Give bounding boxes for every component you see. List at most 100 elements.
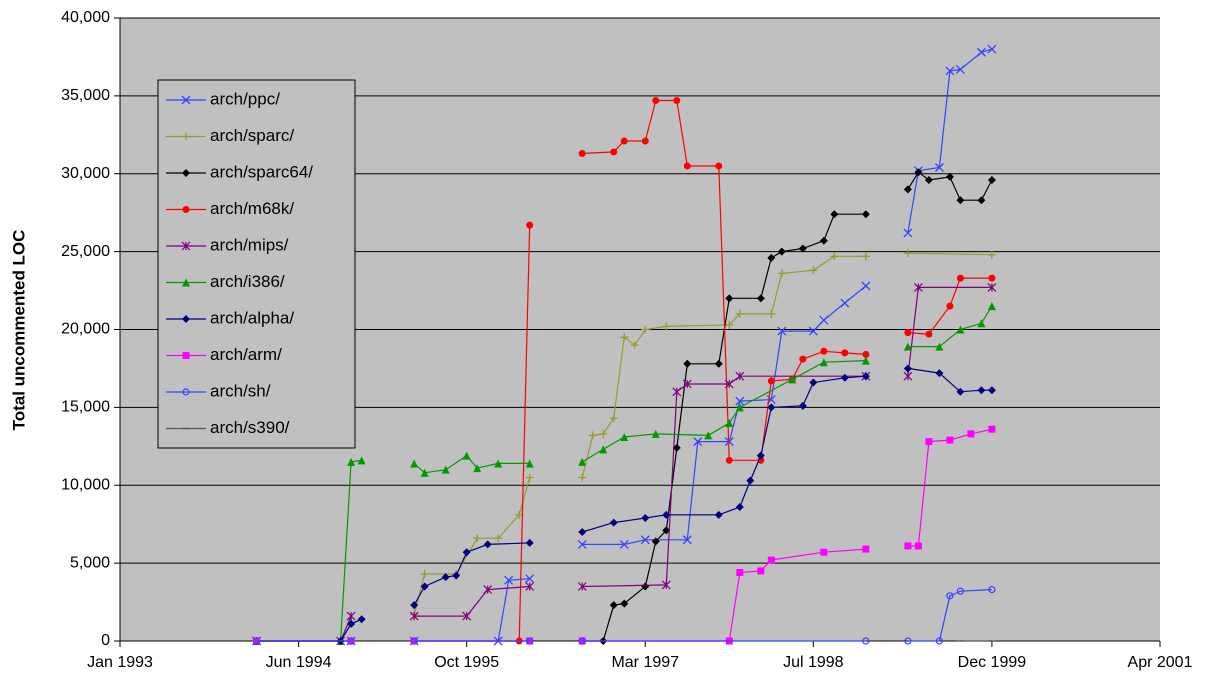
marker — [693, 437, 703, 447]
marker — [526, 637, 534, 645]
legend-label: arch/i386/ — [210, 272, 285, 291]
marker — [704, 431, 713, 440]
marker — [840, 373, 849, 382]
y-tick-label: 40,000 — [61, 9, 110, 26]
marker — [619, 539, 629, 549]
marker — [641, 325, 650, 334]
marker — [956, 587, 965, 595]
marker — [420, 570, 429, 579]
marker — [935, 342, 944, 351]
marker — [903, 364, 912, 373]
marker — [861, 356, 870, 365]
marker — [420, 468, 429, 477]
marker — [767, 253, 776, 262]
marker — [462, 548, 471, 557]
marker — [578, 637, 586, 645]
marker — [987, 44, 997, 54]
y-tick-label: 10,000 — [61, 476, 110, 493]
marker — [526, 221, 534, 229]
marker — [767, 556, 775, 564]
legend-label: arch/s390/ — [210, 418, 290, 437]
legend-label: arch/mips/ — [210, 235, 289, 254]
marker — [620, 432, 629, 441]
marker — [577, 582, 587, 591]
marker — [182, 206, 190, 213]
marker — [599, 445, 608, 454]
marker — [725, 456, 733, 464]
marker — [630, 341, 639, 350]
marker — [578, 527, 587, 536]
marker — [735, 503, 744, 512]
marker — [609, 518, 618, 527]
marker — [977, 386, 986, 395]
legend-label: arch/m68k/ — [210, 199, 294, 218]
marker — [903, 249, 912, 258]
marker — [914, 542, 922, 550]
marker — [441, 573, 450, 582]
marker — [525, 538, 534, 547]
marker — [904, 542, 912, 550]
legend-label: arch/sparc64/ — [210, 162, 313, 181]
marker — [987, 250, 996, 259]
marker — [494, 534, 503, 543]
marker — [777, 326, 787, 336]
x-tick-label: Apr 2001 — [1128, 654, 1193, 671]
marker — [714, 510, 723, 519]
marker — [673, 97, 681, 105]
marker — [767, 377, 775, 385]
marker — [662, 322, 671, 331]
marker — [956, 274, 964, 282]
series-line — [256, 589, 992, 642]
marker — [182, 315, 190, 323]
marker — [935, 637, 943, 645]
marker — [934, 163, 944, 172]
x-tick-label: Mar 1997 — [611, 654, 679, 671]
marker — [735, 309, 744, 318]
marker — [757, 567, 765, 575]
legend-label: arch/sparc/ — [210, 126, 294, 145]
marker — [830, 210, 839, 219]
marker — [525, 473, 534, 482]
marker — [725, 320, 734, 329]
marker — [777, 247, 786, 256]
marker — [935, 369, 944, 378]
marker — [735, 371, 745, 381]
marker — [724, 379, 734, 389]
marker — [182, 169, 190, 177]
marker — [988, 586, 996, 594]
marker — [862, 350, 870, 358]
marker — [925, 330, 933, 338]
x-tick-label: Jun 1994 — [266, 654, 332, 671]
marker — [904, 329, 912, 337]
marker — [841, 349, 849, 357]
marker — [861, 210, 870, 219]
marker — [799, 355, 807, 363]
marker — [945, 66, 955, 76]
marker — [420, 582, 429, 591]
marker — [987, 302, 996, 311]
marker — [956, 387, 965, 396]
marker — [578, 457, 587, 466]
marker — [410, 601, 419, 610]
marker — [724, 437, 734, 447]
marker — [903, 371, 913, 381]
legend-box — [157, 79, 356, 449]
marker — [410, 637, 418, 645]
marker — [861, 281, 871, 291]
legend-label: arch/ppc/ — [210, 89, 280, 108]
marker — [809, 378, 818, 387]
marker — [798, 244, 807, 253]
y-tick-label: 15,000 — [61, 399, 110, 416]
marker — [525, 582, 535, 591]
marker — [946, 302, 954, 310]
marker — [788, 375, 797, 384]
marker — [610, 148, 618, 156]
marker — [483, 540, 492, 549]
marker — [861, 252, 870, 261]
legend-label: arch/sh/ — [210, 381, 271, 400]
marker — [840, 298, 850, 308]
marker — [819, 358, 828, 367]
marker — [462, 611, 472, 621]
marker — [578, 150, 586, 158]
